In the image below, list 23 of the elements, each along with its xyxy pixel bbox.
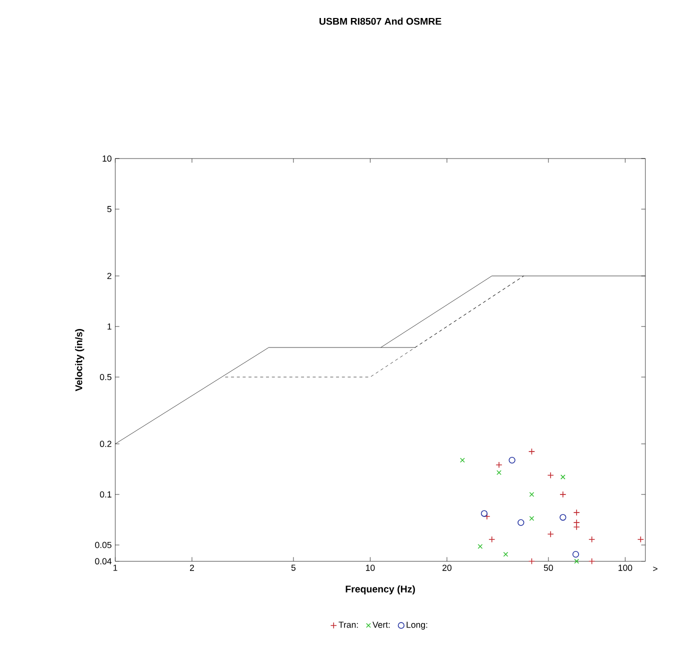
y-tick-label: 0.1 [100,491,112,498]
x-tick-label: 50 [544,564,553,572]
x-tick-label: 100 [618,564,632,572]
x-tick-label: 10 [366,564,375,572]
y-tick-label: 10 [102,156,112,162]
y-axis-title: Velocity (in/s) [75,329,84,392]
x-tick-label: 1 [113,564,118,571]
chart-title: USBM RI8507 And OSMRE [320,18,442,25]
legend-label: Long: [406,622,428,630]
legend-label: Tran: [338,622,358,628]
x-tick-label: 20 [442,564,452,572]
text: > [653,566,658,572]
x-tick-label: 2 [190,564,194,571]
x-tick-label: 5 [291,564,296,571]
y-tick-label: 0.04 [95,558,112,564]
x-axis-title: Frequency (Hz) [346,585,415,595]
y-tick-label: 5 [107,206,112,212]
y-tick-label: 1 [108,324,112,330]
y-tick-label: 0.5 [100,374,112,380]
legend-label: Vert: [372,622,390,628]
y-tick-label: 2 [107,273,112,280]
y-tick-label: 0.2 [100,440,112,448]
y-tick-label: 0.05 [95,542,112,548]
